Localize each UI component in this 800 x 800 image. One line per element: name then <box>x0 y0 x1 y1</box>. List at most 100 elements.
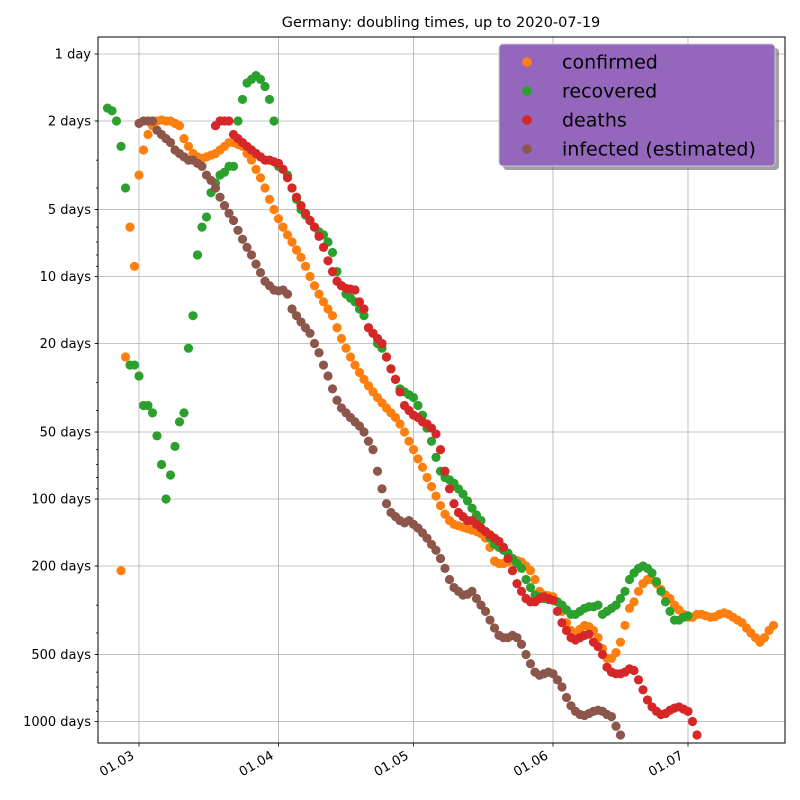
data-point <box>107 106 117 116</box>
data-point <box>386 364 396 374</box>
data-point <box>620 586 630 596</box>
data-point <box>314 348 324 358</box>
data-point <box>242 242 252 253</box>
data-point <box>165 470 176 480</box>
data-point <box>170 441 180 451</box>
data-point <box>224 208 234 218</box>
data-point <box>161 494 171 504</box>
data-point <box>624 574 635 585</box>
data-point <box>624 603 635 613</box>
data-point <box>413 454 423 464</box>
data-point <box>305 328 315 338</box>
data-point <box>305 271 315 282</box>
data-point <box>584 629 594 639</box>
data-point <box>323 371 333 381</box>
legend-label: recovered <box>562 81 657 103</box>
legend-marker <box>522 86 532 96</box>
data-point <box>390 412 401 423</box>
data-point <box>111 116 122 126</box>
series-infected <box>134 116 626 740</box>
data-point <box>431 545 441 555</box>
data-point <box>228 215 239 226</box>
data-point <box>323 304 333 314</box>
data-point <box>503 553 513 564</box>
data-point <box>134 170 144 180</box>
data-points <box>102 70 779 740</box>
data-point <box>498 542 509 552</box>
data-point <box>431 429 441 439</box>
data-point <box>660 597 671 607</box>
plot-frame <box>97 36 786 744</box>
data-point <box>287 304 297 314</box>
data-point <box>165 137 176 148</box>
data-point <box>651 576 662 587</box>
data-point <box>255 267 266 278</box>
data-point <box>399 427 410 437</box>
data-point <box>629 597 639 607</box>
data-point <box>444 484 455 494</box>
y-tick-label: 100 days <box>31 493 91 508</box>
data-point <box>656 586 666 596</box>
data-point <box>350 285 360 295</box>
data-point <box>300 208 311 218</box>
data-point <box>413 400 423 411</box>
y-tick-label: 500 days <box>31 648 91 663</box>
data-point <box>228 161 239 171</box>
data-point <box>354 297 365 307</box>
data-point <box>377 484 387 494</box>
data-point <box>593 641 603 652</box>
data-point <box>309 222 320 232</box>
data-point <box>264 194 275 204</box>
data-point <box>561 625 572 636</box>
data-point <box>642 695 653 705</box>
data-point <box>296 200 306 211</box>
data-point <box>273 214 284 224</box>
data-point <box>318 242 329 253</box>
legend-label: confirmed <box>562 52 658 74</box>
data-point <box>422 472 432 483</box>
data-point <box>233 225 243 235</box>
legend: confirmed recovered deaths infected (estima… <box>498 43 779 170</box>
data-point <box>264 94 275 105</box>
data-point <box>359 304 369 314</box>
data-point <box>467 586 477 596</box>
y-tick-label: 20 days <box>40 337 92 352</box>
data-point <box>237 234 248 244</box>
data-point <box>467 503 477 513</box>
data-point <box>183 343 194 353</box>
data-point <box>489 623 500 633</box>
data-point <box>192 250 203 260</box>
data-point <box>629 665 639 676</box>
data-point <box>174 417 185 427</box>
data-point <box>260 81 270 92</box>
data-point <box>255 173 266 183</box>
data-point <box>395 419 405 429</box>
data-point <box>278 222 288 232</box>
data-point <box>251 259 261 269</box>
data-point <box>255 74 266 84</box>
data-point <box>611 721 621 731</box>
data-point <box>215 192 225 202</box>
chart-title: Germany: doubling times, up to 2020-07-1… <box>282 15 601 31</box>
data-point <box>485 615 495 625</box>
data-point <box>120 183 131 193</box>
data-point <box>615 730 626 740</box>
data-point <box>354 367 365 378</box>
data-point <box>611 600 621 610</box>
data-point <box>224 116 234 126</box>
data-point <box>435 500 446 511</box>
data-point <box>291 245 302 255</box>
data-point <box>129 360 140 370</box>
data-point <box>606 711 617 722</box>
data-point <box>152 431 162 441</box>
data-point <box>327 311 338 321</box>
data-point <box>291 192 302 202</box>
data-point <box>417 462 428 472</box>
data-point <box>309 338 320 349</box>
data-point <box>197 222 207 232</box>
data-point <box>147 408 158 418</box>
data-point <box>116 141 126 151</box>
data-point <box>174 121 185 131</box>
data-point <box>134 371 144 381</box>
